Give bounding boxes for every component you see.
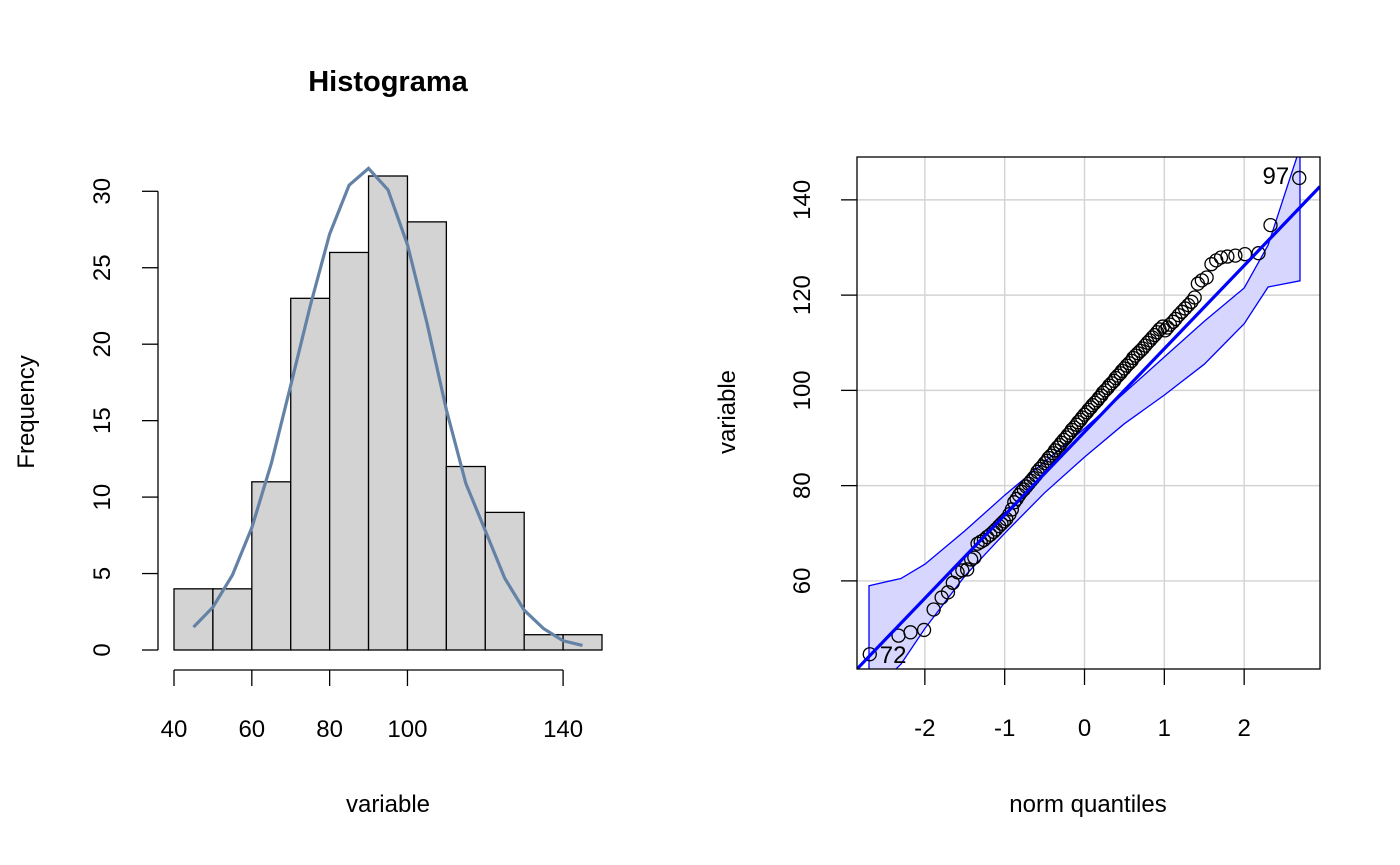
histogram-bar: [174, 589, 213, 650]
qq-x-axis: -2 -1 0 1 2: [914, 669, 1251, 742]
histogram-x-axis: 40 60 80 100 140: [161, 670, 583, 743]
histogram-bar: [330, 252, 369, 650]
histogram-y-axis: 0 5 10 15 20 25 30: [89, 178, 158, 657]
y-tick-label: 15: [89, 407, 116, 434]
histogram-bar: [291, 298, 330, 650]
x-tick-label: 80: [316, 716, 343, 743]
histogram-x-label: variable: [346, 791, 430, 818]
y-tick-label: 20: [89, 331, 116, 358]
qq-point: [1195, 274, 1208, 287]
x-tick-label: 60: [238, 716, 265, 743]
qq-y-axis: 60 80 100 120 140: [789, 180, 857, 594]
histogram-y-label: Frequency: [13, 355, 40, 468]
x-tick-label: 1: [1158, 715, 1171, 742]
x-tick-label: -2: [914, 715, 935, 742]
y-tick-label: 30: [89, 178, 116, 205]
qq-point: [1200, 271, 1213, 284]
histogram-title: Histograma: [308, 66, 468, 98]
qq-point: [1191, 277, 1204, 290]
x-tick-label: -1: [994, 715, 1015, 742]
qq-point-label: 72: [880, 642, 907, 669]
histogram-bar: [369, 176, 408, 650]
y-tick-label: 120: [789, 275, 816, 315]
reference-line: [857, 187, 1320, 669]
y-tick-label: 80: [789, 472, 816, 499]
x-tick-label: 0: [1078, 715, 1091, 742]
qq-point-label: 97: [1263, 163, 1290, 190]
qq-y-label: variable: [714, 370, 741, 454]
qq-x-label: norm quantiles: [1009, 791, 1166, 818]
y-tick-label: 5: [89, 567, 116, 580]
y-tick-label: 10: [89, 484, 116, 511]
y-tick-label: 140: [789, 180, 816, 220]
y-tick-label: 25: [89, 254, 116, 281]
x-tick-label: 2: [1237, 715, 1250, 742]
y-tick-label: 100: [789, 370, 816, 410]
x-tick-label: 100: [387, 716, 427, 743]
x-tick-label: 40: [161, 716, 188, 743]
y-tick-label: 60: [789, 568, 816, 595]
qq-plot-panel: 97 72 -2 -1 0 1 2 60 80 100 120 140 norm quantile…: [714, 148, 1320, 819]
histogram-bars: [174, 176, 602, 650]
histogram-panel: Histograma 40 60 80 100 140 0 5 10 15 20 25 30 var…: [13, 66, 602, 818]
histogram-bar: [446, 467, 485, 650]
histogram-bar: [407, 222, 446, 650]
y-tick-label: 0: [89, 643, 116, 656]
x-tick-label: 140: [543, 716, 583, 743]
